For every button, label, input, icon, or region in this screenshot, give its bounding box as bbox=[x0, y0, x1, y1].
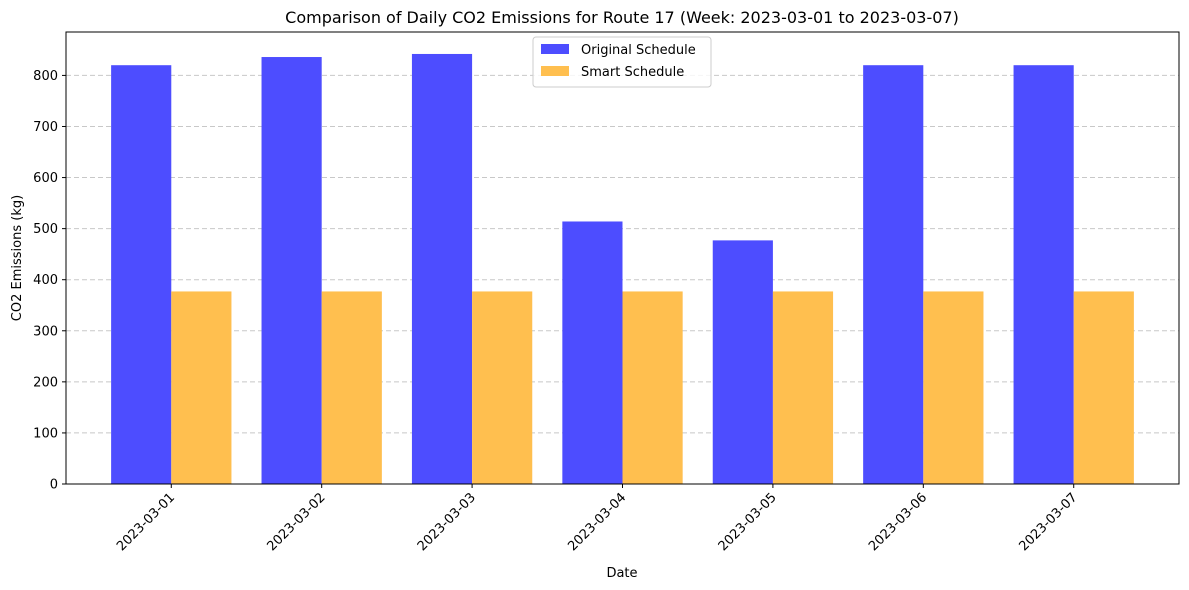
bars bbox=[111, 53, 1134, 485]
bar-smart-2023-03-02 bbox=[321, 291, 382, 484]
bar-original-2023-03-06 bbox=[863, 65, 924, 484]
legend-swatch-original bbox=[541, 44, 569, 54]
y-tick-label: 300 bbox=[33, 324, 58, 339]
bar-smart-2023-03-07 bbox=[1073, 291, 1134, 484]
bar-original-2023-03-04 bbox=[562, 221, 623, 484]
x-tick-label: 2023-03-03 bbox=[415, 490, 479, 554]
chart-title: Comparison of Daily CO2 Emissions for Ro… bbox=[285, 8, 959, 27]
bar-original-2023-03-03 bbox=[411, 53, 473, 485]
bar-original-2023-03-07 bbox=[1013, 65, 1074, 484]
legend: Original Schedule Smart Schedule bbox=[532, 36, 712, 88]
y-tick-label: 200 bbox=[33, 375, 58, 390]
bar-smart-2023-03-04 bbox=[622, 291, 683, 484]
x-tick-label: 2023-03-04 bbox=[565, 490, 629, 554]
x-tick-label: 2023-03-07 bbox=[1017, 490, 1081, 554]
y-tick-label: 800 bbox=[33, 69, 58, 84]
legend-label-original: Original Schedule bbox=[581, 43, 696, 58]
legend-swatch-smart bbox=[541, 66, 569, 76]
bar-original-2023-03-01 bbox=[111, 65, 172, 484]
legend-box bbox=[532, 36, 712, 88]
y-axis-label: CO2 Emissions (kg) bbox=[10, 195, 25, 321]
bar-original-2023-03-05 bbox=[712, 240, 773, 484]
x-tick-label: 2023-03-02 bbox=[264, 490, 328, 554]
x-tick-label: 2023-03-01 bbox=[114, 490, 178, 554]
legend-label-smart: Smart Schedule bbox=[581, 65, 684, 80]
bar-smart-2023-03-01 bbox=[171, 291, 232, 484]
bar-smart-2023-03-03 bbox=[472, 291, 533, 484]
y-tick-label: 0 bbox=[50, 478, 58, 493]
bar-smart-2023-03-06 bbox=[923, 291, 984, 484]
y-tick-label: 500 bbox=[33, 222, 58, 237]
y-tick-label: 100 bbox=[33, 426, 58, 441]
y-tick-label: 600 bbox=[33, 171, 58, 186]
bar-smart-2023-03-05 bbox=[772, 291, 834, 484]
x-tick-label: 2023-03-05 bbox=[716, 490, 780, 554]
x-axis: 2023-03-01 2023-03-02 2023-03-03 2023-03-04… bbox=[114, 484, 1081, 554]
y-axis: 0 100 200 300 400 500 600 700 800 bbox=[33, 69, 66, 493]
y-tick-label: 400 bbox=[33, 273, 58, 288]
x-tick-label: 2023-03-06 bbox=[866, 490, 930, 554]
x-axis-label: Date bbox=[606, 566, 637, 581]
y-tick-label: 700 bbox=[33, 120, 58, 135]
bar-original-2023-03-02 bbox=[261, 57, 322, 484]
